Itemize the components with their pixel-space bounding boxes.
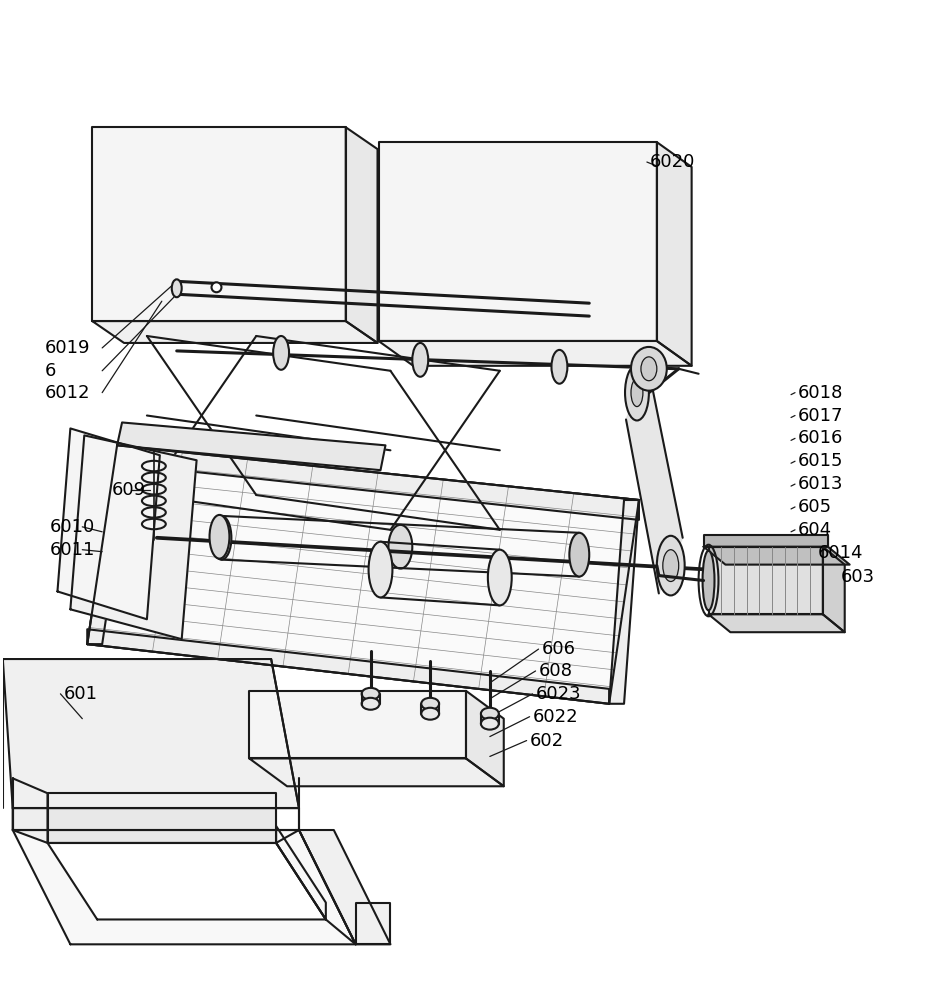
Polygon shape — [626, 366, 682, 593]
Polygon shape — [656, 142, 691, 366]
Text: 6018: 6018 — [797, 384, 843, 402]
Polygon shape — [47, 793, 276, 843]
Text: 6013: 6013 — [797, 475, 843, 493]
Text: 603: 603 — [840, 568, 874, 586]
Text: 604: 604 — [797, 521, 832, 539]
Polygon shape — [87, 629, 608, 704]
Text: 606: 606 — [541, 640, 575, 658]
Ellipse shape — [421, 708, 438, 720]
Polygon shape — [378, 142, 656, 341]
Ellipse shape — [211, 516, 231, 560]
Polygon shape — [57, 428, 159, 619]
Ellipse shape — [641, 357, 656, 381]
Ellipse shape — [480, 708, 498, 720]
Text: 6010: 6010 — [49, 518, 95, 536]
Polygon shape — [249, 691, 465, 758]
Ellipse shape — [656, 536, 684, 595]
Text: 6023: 6023 — [535, 685, 580, 703]
Text: 6: 6 — [44, 362, 56, 380]
Polygon shape — [703, 535, 827, 547]
Ellipse shape — [388, 525, 412, 569]
Ellipse shape — [662, 550, 678, 582]
Polygon shape — [117, 422, 385, 470]
Text: 601: 601 — [63, 685, 97, 703]
Text: 6020: 6020 — [649, 153, 694, 171]
Polygon shape — [92, 127, 346, 321]
Polygon shape — [378, 341, 691, 366]
Text: 608: 608 — [538, 662, 572, 680]
Ellipse shape — [171, 279, 182, 297]
Ellipse shape — [421, 698, 438, 710]
Polygon shape — [822, 547, 844, 632]
Text: 605: 605 — [797, 498, 832, 516]
Text: 6012: 6012 — [44, 384, 90, 402]
Polygon shape — [707, 547, 822, 614]
Ellipse shape — [368, 542, 392, 597]
Polygon shape — [47, 843, 325, 919]
Ellipse shape — [702, 551, 714, 610]
Polygon shape — [355, 903, 390, 944]
Ellipse shape — [412, 343, 427, 377]
Ellipse shape — [362, 688, 379, 700]
Ellipse shape — [551, 350, 566, 384]
Ellipse shape — [625, 365, 648, 420]
Ellipse shape — [488, 550, 511, 605]
Ellipse shape — [630, 379, 642, 407]
Text: 6022: 6022 — [532, 708, 578, 726]
Text: 6011: 6011 — [49, 541, 95, 559]
Polygon shape — [13, 830, 355, 944]
Text: 6014: 6014 — [817, 544, 862, 562]
Ellipse shape — [362, 698, 379, 710]
Polygon shape — [465, 691, 503, 786]
Text: 6019: 6019 — [44, 339, 90, 357]
Polygon shape — [87, 445, 639, 704]
Text: 6015: 6015 — [797, 452, 843, 470]
Polygon shape — [13, 778, 47, 843]
Polygon shape — [703, 547, 849, 565]
Polygon shape — [249, 758, 503, 786]
Ellipse shape — [480, 718, 498, 730]
Polygon shape — [707, 614, 844, 632]
Polygon shape — [298, 830, 390, 944]
Ellipse shape — [273, 336, 288, 370]
Polygon shape — [87, 445, 132, 644]
Text: 6016: 6016 — [797, 429, 843, 447]
Ellipse shape — [569, 533, 589, 577]
Text: 602: 602 — [529, 732, 563, 750]
Ellipse shape — [211, 282, 222, 292]
Ellipse shape — [210, 515, 229, 559]
Polygon shape — [87, 445, 639, 520]
Ellipse shape — [630, 347, 667, 391]
Polygon shape — [92, 321, 377, 343]
Polygon shape — [70, 435, 197, 639]
Polygon shape — [346, 127, 377, 343]
Polygon shape — [608, 500, 639, 704]
Text: 6017: 6017 — [797, 407, 843, 425]
Text: 609: 609 — [112, 481, 146, 499]
Polygon shape — [3, 659, 298, 808]
